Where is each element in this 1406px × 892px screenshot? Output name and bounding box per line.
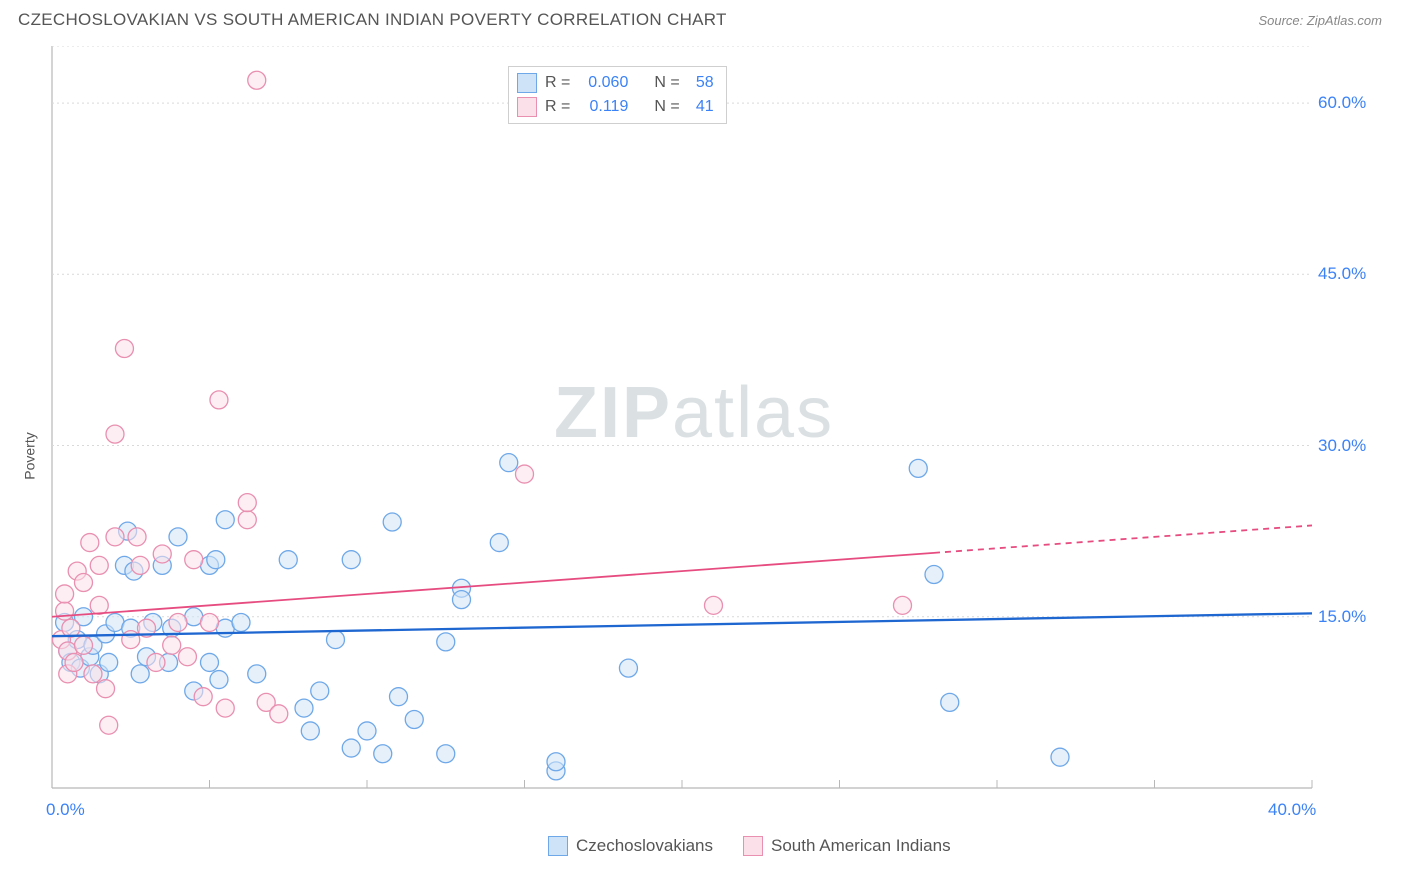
legend-swatch bbox=[517, 97, 537, 117]
stats-n-label: N = bbox=[654, 74, 679, 92]
stats-n-value: 41 bbox=[688, 98, 714, 116]
stats-r-label: R = bbox=[545, 74, 570, 92]
legend-item: South American Indians bbox=[743, 836, 951, 856]
y-tick-label: 60.0% bbox=[1318, 93, 1366, 113]
stats-n-label: N = bbox=[654, 98, 679, 116]
chart-title: CZECHOSLOVAKIAN VS SOUTH AMERICAN INDIAN… bbox=[18, 10, 727, 30]
stats-r-value: 0.119 bbox=[578, 98, 628, 116]
y-tick-label: 15.0% bbox=[1318, 607, 1366, 627]
source-attribution: Source: ZipAtlas.com bbox=[1258, 13, 1382, 28]
stats-legend-box: R = 0.060 N = 58 R = 0.119 N = 41 bbox=[508, 66, 727, 124]
stats-r-label: R = bbox=[545, 98, 570, 116]
stats-n-value: 58 bbox=[688, 74, 714, 92]
y-tick-label: 30.0% bbox=[1318, 436, 1366, 456]
legend-label: South American Indians bbox=[771, 836, 951, 856]
legend-swatch bbox=[548, 836, 568, 856]
source-prefix: Source: bbox=[1258, 13, 1306, 28]
source-link[interactable]: ZipAtlas.com bbox=[1307, 13, 1382, 28]
y-tick-label: 45.0% bbox=[1318, 264, 1366, 284]
legend-swatch bbox=[743, 836, 763, 856]
chart-container: Poverty ZIPatlas R =0.060N =58R =0.119N … bbox=[0, 36, 1406, 876]
stats-row: R = 0.060 N = 58 bbox=[517, 71, 714, 95]
legend-swatch bbox=[517, 73, 537, 93]
series-legend: Czechoslovakians South American Indians bbox=[548, 836, 951, 856]
stats-row: R = 0.119 N = 41 bbox=[517, 95, 714, 119]
stats-r-value: 0.060 bbox=[578, 74, 628, 92]
x-tick-label: 40.0% bbox=[1268, 800, 1316, 820]
legend-label: Czechoslovakians bbox=[576, 836, 713, 856]
x-tick-label: 0.0% bbox=[46, 800, 85, 820]
scatter-plot bbox=[50, 46, 1360, 816]
legend-item: Czechoslovakians bbox=[548, 836, 713, 856]
y-axis-title: Poverty bbox=[22, 432, 38, 479]
